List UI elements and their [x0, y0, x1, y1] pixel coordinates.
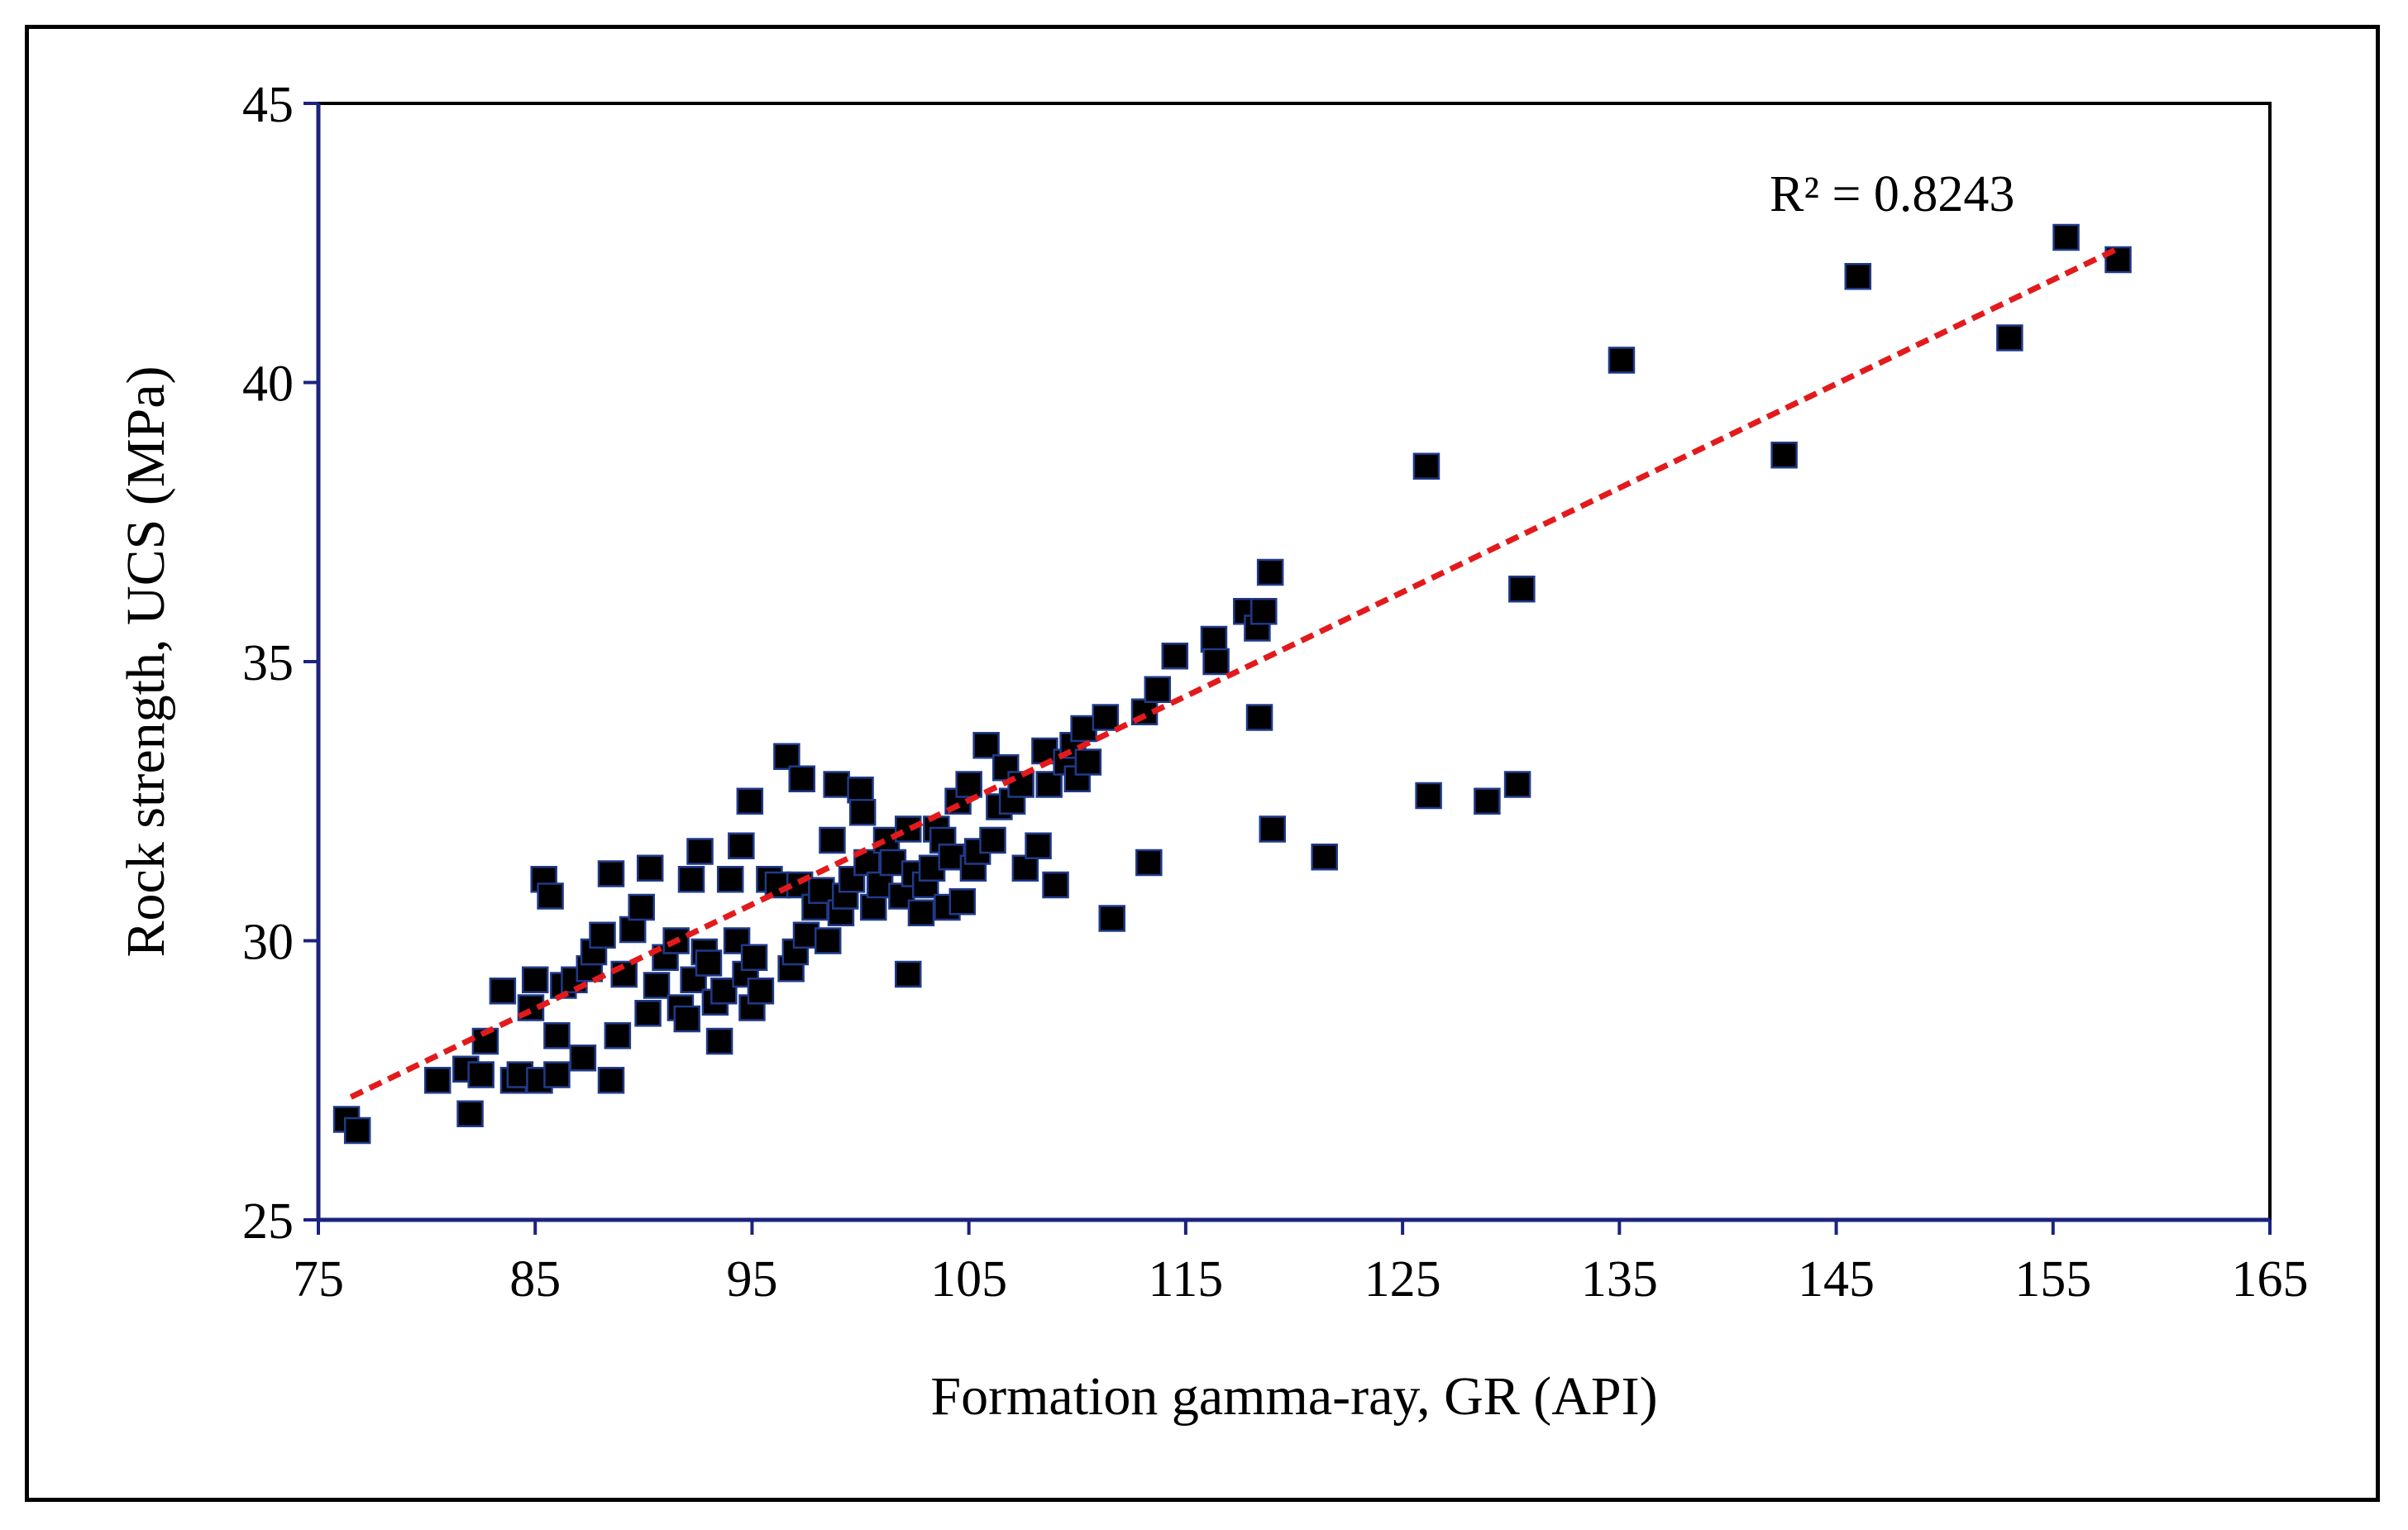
x-tick-label: 155 — [2014, 1251, 2091, 1308]
data-point — [705, 1027, 733, 1055]
data-point — [695, 949, 723, 977]
data-point — [1161, 643, 1189, 670]
data-point — [1311, 844, 1338, 871]
data-point — [1844, 263, 1872, 290]
data-point — [823, 771, 850, 798]
trendline — [349, 246, 2119, 1100]
data-point — [848, 799, 877, 826]
x-tick-label: 115 — [1149, 1251, 1224, 1308]
data-point — [589, 921, 616, 949]
data-point — [1042, 871, 1069, 899]
x-tick-label: 75 — [293, 1251, 344, 1308]
data-point — [1608, 347, 1636, 374]
data-point — [1770, 442, 1798, 469]
data-point — [860, 893, 887, 921]
data-point — [1202, 648, 1230, 676]
data-point — [1503, 771, 1531, 798]
data-point — [636, 854, 664, 882]
data-point — [1474, 787, 1501, 815]
data-point — [610, 960, 638, 988]
data-point — [1092, 704, 1120, 731]
data-point — [537, 882, 564, 910]
data-point — [788, 765, 816, 792]
data-point — [680, 966, 707, 993]
data-point — [847, 777, 874, 804]
data-point — [677, 866, 705, 893]
data-point — [1007, 771, 1034, 798]
x-tick-label: 85 — [509, 1251, 561, 1308]
data-point — [1996, 324, 2023, 351]
data-point — [1415, 782, 1442, 810]
data-point — [814, 927, 842, 954]
data-point — [1508, 576, 1536, 603]
data-point — [1098, 905, 1125, 932]
x-tick-label: 135 — [1581, 1251, 1658, 1308]
data-point — [343, 1116, 371, 1145]
data-point — [489, 978, 517, 1005]
data-point — [1135, 849, 1163, 877]
data-point — [543, 1061, 571, 1088]
data-point — [728, 832, 755, 859]
y-axis-title: Rock strength, UCS (MPa) — [116, 366, 176, 958]
data-point — [673, 1005, 701, 1033]
data-point — [686, 838, 714, 865]
data-point — [1256, 558, 1284, 586]
data-point — [894, 960, 922, 988]
y-tick-label: 25 — [242, 1193, 294, 1250]
data-point — [1025, 832, 1052, 859]
data-point — [972, 732, 1000, 759]
data-point — [423, 1067, 452, 1094]
data-point — [456, 1100, 484, 1127]
chart-frame — [25, 25, 2380, 1502]
data-point — [716, 866, 744, 893]
x-tick-label: 145 — [1798, 1251, 1875, 1308]
data-point — [1245, 704, 1273, 731]
data-point — [569, 1045, 597, 1072]
data-point — [991, 754, 1020, 782]
data-point — [907, 899, 935, 926]
data-point — [1412, 452, 1440, 480]
plot-area — [317, 102, 2272, 1222]
y-tick-label: 40 — [242, 356, 294, 413]
data-point — [1200, 625, 1228, 653]
data-point — [628, 893, 655, 921]
x-tick-label: 165 — [2232, 1251, 2309, 1308]
data-point — [1035, 771, 1063, 798]
data-point — [1144, 676, 1172, 703]
data-point — [740, 944, 768, 971]
data-point — [736, 787, 764, 815]
data-point — [948, 888, 977, 916]
data-point — [979, 826, 1006, 854]
x-tick-label: 105 — [930, 1251, 1007, 1308]
y-tick-label: 30 — [242, 915, 294, 971]
data-point — [597, 1067, 625, 1094]
data-point — [521, 966, 549, 993]
data-point — [773, 743, 800, 770]
data-point — [747, 978, 775, 1005]
data-point — [643, 972, 671, 999]
data-point — [634, 1000, 662, 1027]
data-point — [1250, 598, 1278, 625]
data-point — [894, 815, 922, 843]
data-point — [808, 877, 835, 904]
data-point — [1259, 815, 1287, 843]
x-tick-label: 125 — [1364, 1251, 1441, 1308]
data-point — [1011, 854, 1039, 882]
data-point — [2052, 223, 2080, 251]
data-point — [597, 860, 625, 887]
data-point — [955, 771, 982, 798]
y-tick-label: 45 — [242, 77, 294, 133]
data-point — [604, 1022, 632, 1049]
r-squared-annotation: R² = 0.8243 — [1770, 166, 2014, 222]
data-point — [543, 1022, 571, 1049]
x-axis-title: Formation gamma-ray, GR (API) — [930, 1366, 1657, 1427]
y-tick-label: 35 — [242, 635, 294, 691]
data-point — [819, 826, 846, 854]
data-point — [467, 1061, 494, 1088]
data-point — [619, 916, 647, 944]
x-tick-label: 95 — [726, 1251, 777, 1308]
data-point — [1074, 748, 1102, 776]
